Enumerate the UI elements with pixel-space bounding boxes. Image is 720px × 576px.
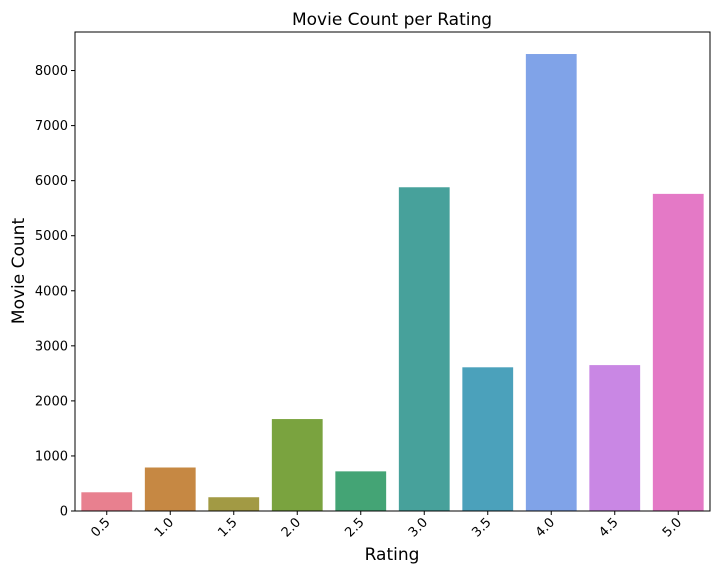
bar-3.5 xyxy=(462,367,514,511)
chart-title: Movie Count per Rating xyxy=(292,10,492,30)
bar-0.5 xyxy=(81,492,133,511)
x-tick-label: 1.0 xyxy=(152,515,177,540)
bar-3.0 xyxy=(398,187,450,511)
y-tick-label: 5000 xyxy=(35,229,68,244)
bar-5.0 xyxy=(652,193,704,512)
x-tick-label: 3.0 xyxy=(406,515,431,540)
x-tick-label: 2.5 xyxy=(342,515,367,540)
bars xyxy=(81,54,704,512)
x-tick-label: 0.5 xyxy=(88,515,113,540)
y-tick-label: 8000 xyxy=(35,64,68,79)
y-tick-label: 3000 xyxy=(35,339,68,354)
x-axis-title: Rating xyxy=(365,545,420,565)
x-tick-label: 3.5 xyxy=(469,515,494,540)
y-tick-label: 0 xyxy=(60,505,68,520)
x-axis-ticks: 0.5 1.0 1.5 2.0 2.5 3.0 3.5 4.0 4.5 5.0 xyxy=(88,511,685,540)
bar-4.5 xyxy=(589,365,641,511)
x-tick-label: 1.5 xyxy=(215,515,240,540)
y-tick-label: 7000 xyxy=(35,119,68,134)
x-tick-label: 4.5 xyxy=(596,515,621,540)
y-axis-ticks: 0 1000 2000 3000 4000 5000 6000 7000 8000 xyxy=(35,64,75,520)
y-axis-title: Movie Count xyxy=(9,218,29,325)
x-tick-label: 4.0 xyxy=(533,515,558,540)
y-tick-label: 4000 xyxy=(35,284,68,299)
bar-1.5 xyxy=(208,497,260,511)
bar-4.0 xyxy=(525,54,577,512)
x-tick-label: 2.0 xyxy=(279,515,304,540)
y-tick-label: 1000 xyxy=(35,449,68,464)
y-tick-label: 6000 xyxy=(35,174,68,189)
y-tick-label: 2000 xyxy=(35,394,68,409)
plot-frame xyxy=(74,31,711,512)
bar-2.0 xyxy=(271,419,323,511)
bar-2.5 xyxy=(335,471,387,511)
x-tick-label: 5.0 xyxy=(660,515,685,540)
bar-1.0 xyxy=(144,467,196,511)
